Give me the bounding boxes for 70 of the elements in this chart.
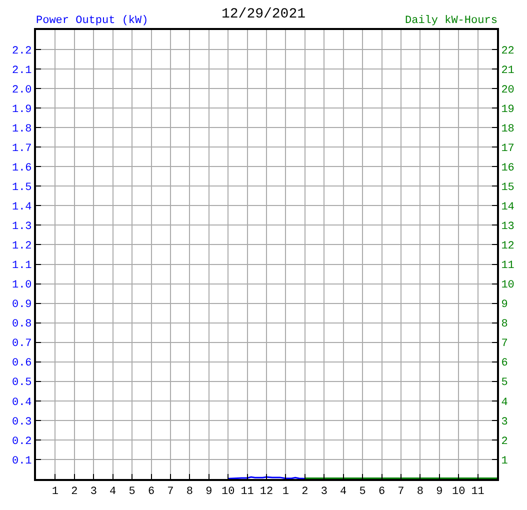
y-tick-label: 1.6 bbox=[12, 162, 32, 174]
y2-tick-label: 22 bbox=[501, 45, 514, 58]
y-tick-label: 1.7 bbox=[12, 142, 32, 155]
y-tick-label: 0.6 bbox=[12, 358, 32, 370]
y-tick-label: 0.3 bbox=[12, 416, 32, 428]
y-tick-label: 1.9 bbox=[12, 104, 32, 116]
y-tick-label: 2.0 bbox=[12, 84, 32, 96]
y2-tick-label: 17 bbox=[501, 142, 514, 155]
x-tick-label: 5 bbox=[359, 486, 366, 498]
x-tick-label: 6 bbox=[148, 486, 155, 498]
y-tick-label: 1.8 bbox=[12, 123, 32, 136]
y2-tick-label: 15 bbox=[501, 182, 514, 194]
y-tick-label: 0.9 bbox=[12, 299, 32, 312]
y2-tick-label: 13 bbox=[501, 221, 514, 234]
y2-tick-label: 6 bbox=[501, 358, 508, 370]
x-tick-label: 1 bbox=[52, 486, 59, 498]
y2-tick-label: 16 bbox=[501, 162, 514, 174]
y-tick-label: 2.1 bbox=[12, 64, 32, 77]
y2-tick-label: 21 bbox=[501, 64, 515, 77]
x-tick-label: 5 bbox=[128, 486, 136, 498]
y-tick-label: 2.2 bbox=[12, 45, 32, 58]
y2-tick-label: 3 bbox=[501, 416, 508, 428]
y2-tick-label: 10 bbox=[501, 280, 514, 292]
y2-axis-title: Daily kW-Hours bbox=[405, 15, 498, 27]
y2-tick-label: 4 bbox=[501, 396, 508, 409]
y-tick-label: 1.1 bbox=[12, 260, 32, 272]
y-tick-label: 1.5 bbox=[12, 182, 32, 194]
y-tick-label: 1.3 bbox=[12, 221, 32, 234]
y2-tick-label: 5 bbox=[501, 377, 508, 390]
x-tick-label: 8 bbox=[416, 486, 424, 498]
x-tick-label: 12 bbox=[260, 486, 274, 498]
y2-tick-label: 20 bbox=[501, 84, 514, 96]
y-tick-label: 0.1 bbox=[12, 455, 32, 468]
x-tick-label: 11 bbox=[240, 486, 254, 498]
y-tick-label: 0.2 bbox=[12, 436, 32, 448]
y-tick-label: 0.7 bbox=[12, 338, 32, 350]
x-tick-label: 3 bbox=[90, 486, 97, 498]
y-tick-label: 0.4 bbox=[12, 396, 32, 409]
x-tick-label: 2 bbox=[302, 486, 308, 498]
y-tick-label: 0.5 bbox=[12, 377, 32, 390]
x-tick-label: 11 bbox=[471, 486, 485, 498]
y2-tick-label: 12 bbox=[501, 240, 514, 253]
y2-tick-label: 19 bbox=[501, 104, 514, 116]
y2-tick-label: 2 bbox=[501, 436, 508, 448]
y2-tick-label: 14 bbox=[501, 202, 515, 214]
x-tick-label: 10 bbox=[221, 486, 235, 498]
x-tick-label: 7 bbox=[398, 486, 404, 498]
y2-tick-label: 1 bbox=[501, 455, 508, 468]
x-tick-label: 2 bbox=[71, 486, 78, 498]
x-tick-label: 3 bbox=[320, 486, 328, 498]
y-tick-label: 1.4 bbox=[12, 202, 32, 214]
x-tick-label: 9 bbox=[206, 486, 212, 498]
y2-tick-label: 18 bbox=[501, 123, 514, 136]
x-tick-label: 1 bbox=[282, 486, 290, 498]
y2-tick-label: 7 bbox=[501, 338, 508, 350]
y2-tick-label: 11 bbox=[501, 260, 515, 272]
y-tick-label: 1.0 bbox=[12, 280, 32, 292]
x-tick-label: 4 bbox=[110, 486, 117, 498]
x-tick-label: 7 bbox=[167, 486, 174, 498]
y2-tick-label: 9 bbox=[501, 299, 508, 312]
x-tick-label: 4 bbox=[340, 486, 348, 498]
chart-title: 12/29/2021 bbox=[221, 6, 306, 22]
x-tick-label: 9 bbox=[436, 486, 443, 498]
x-tick-label: 8 bbox=[186, 486, 193, 498]
x-tick-label: 6 bbox=[378, 486, 386, 498]
y-tick-label: 0.8 bbox=[12, 318, 32, 331]
y2-tick-label: 8 bbox=[501, 318, 508, 331]
y-axis-title: Power Output (kW) bbox=[36, 15, 148, 27]
y-tick-label: 1.2 bbox=[12, 240, 32, 253]
x-tick-label: 10 bbox=[452, 486, 466, 498]
